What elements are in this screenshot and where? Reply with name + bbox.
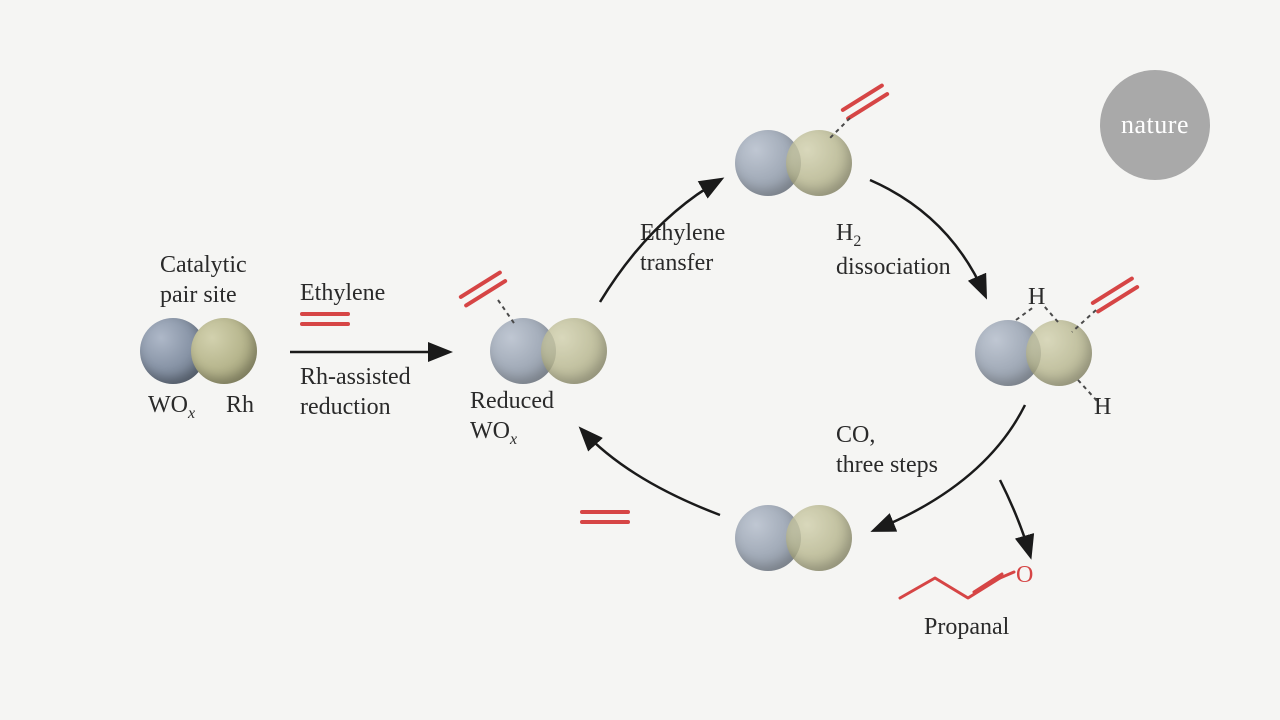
sphere-pair-pair4 <box>975 320 1094 386</box>
propanal-structure <box>900 572 1014 598</box>
label-co-three-steps: CO,three steps <box>836 420 938 480</box>
ethylene-e1 <box>300 312 350 326</box>
label-propanal: Propanal <box>924 612 1009 642</box>
sphere-rh <box>786 505 852 571</box>
sphere-rh <box>1026 320 1092 386</box>
arrow-propanal <box>1000 480 1030 555</box>
label-h2-dissociation: H2 dissociation <box>836 218 951 282</box>
sphere-rh <box>541 318 607 384</box>
ethylene-e4 <box>1090 276 1140 314</box>
label-wox: WOx <box>148 390 195 424</box>
label-propanal-o: O <box>1016 560 1033 590</box>
sphere-pair-pair2 <box>490 318 609 384</box>
arrow-cycle-close <box>582 430 720 515</box>
nature-logo-text: nature <box>1121 110 1189 140</box>
ethylene-e3 <box>840 83 890 121</box>
sphere-rh <box>786 130 852 196</box>
label-h-top: H <box>1028 282 1045 312</box>
sphere-rh <box>191 318 257 384</box>
label-rh-assisted: Rh-assistedreduction <box>300 362 411 422</box>
nature-logo-badge: nature <box>1100 70 1210 180</box>
label-reduced-wox: Reduced WOx <box>470 386 554 450</box>
sphere-pair-pair1 <box>140 318 259 384</box>
label-rh: Rh <box>226 390 254 420</box>
diagram-canvas: nature Catalyticpair site WOx Rh Ethylen… <box>0 0 1280 720</box>
ethylene-e2 <box>458 270 508 308</box>
label-ethylene-transfer: Ethylenetransfer <box>640 218 725 278</box>
label-catalytic-pair-site: Catalyticpair site <box>160 250 247 310</box>
label-h-bottom: H <box>1094 392 1111 422</box>
sphere-pair-pair3 <box>735 130 854 196</box>
label-ethylene: Ethylene <box>300 278 385 308</box>
sphere-pair-pair5 <box>735 505 854 571</box>
ethylene-e5 <box>580 510 630 524</box>
